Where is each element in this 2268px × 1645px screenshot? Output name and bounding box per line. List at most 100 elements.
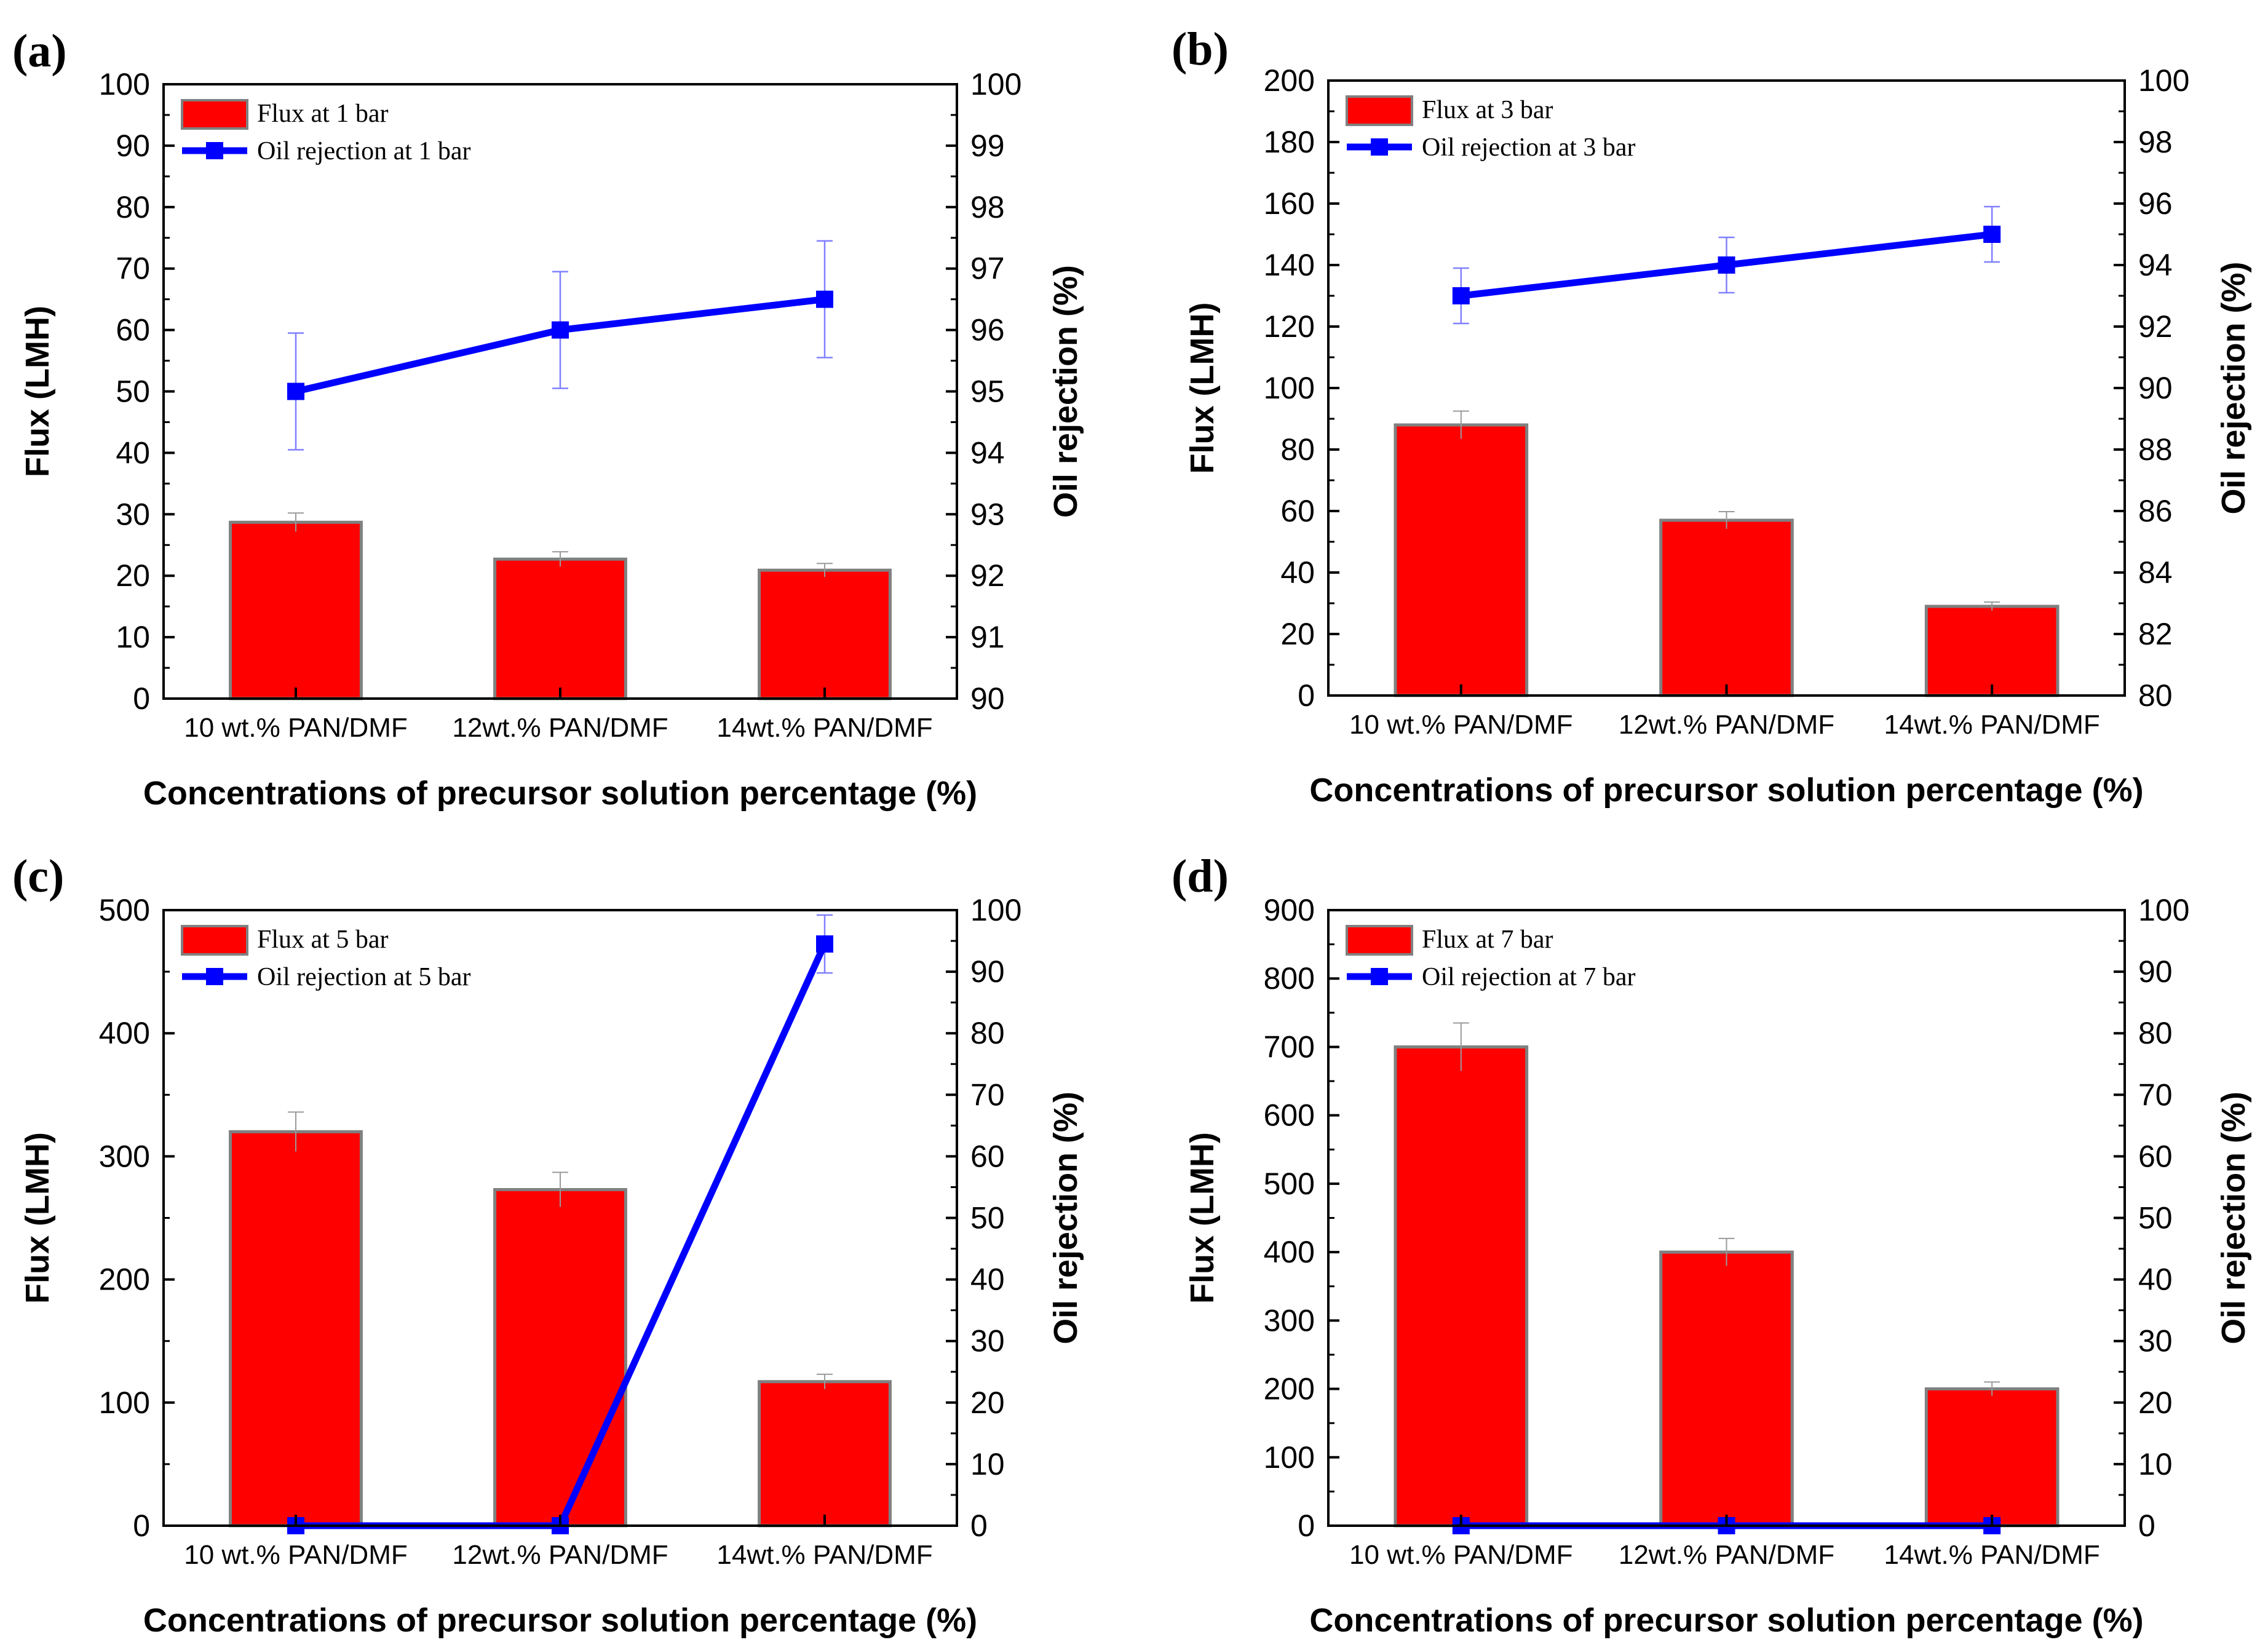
y-tick-label: 200	[99, 1262, 150, 1297]
y2-tick-label: 97	[970, 252, 1005, 286]
legend-label: Oil rejection at 5 bar	[257, 963, 471, 991]
x-tick-label: 10 wt.% PAN/DMF	[184, 713, 407, 743]
y2-tick-label: 80	[2138, 678, 2173, 713]
y-tick-label: 140	[1264, 248, 1315, 282]
bar	[1394, 423, 1529, 697]
y-tick-label: 400	[1264, 1235, 1315, 1269]
y2-tick-label: 80	[970, 1016, 1005, 1050]
y-tick-label: 10	[116, 620, 150, 654]
x-tick-label: 14wt.% PAN/DMF	[1884, 710, 2100, 740]
y-tick-label: 60	[1280, 494, 1315, 528]
y-tick-label: 500	[1264, 1167, 1315, 1201]
y2-tick-label: 70	[2138, 1077, 2173, 1112]
y2-tick-label: 96	[970, 313, 1005, 347]
y2-tick-label: 100	[2138, 63, 2189, 98]
y-tick-label: 30	[116, 497, 150, 531]
panel-label: (c)	[12, 850, 64, 902]
y-tick-label: 200	[1264, 1372, 1315, 1406]
legend-label: Flux at 7 bar	[1422, 926, 1553, 954]
y-tick-label: 50	[116, 375, 150, 409]
series-point	[1718, 256, 1735, 274]
y2-axis-title: Oil rejection (%)	[2215, 261, 2252, 514]
bar	[1659, 518, 1794, 697]
legend-label: Oil rejection at 7 bar	[1422, 963, 1636, 991]
chart-panel-a: (a) 0 10 20 30 40 50 60 70 80 90 100 90 91 92 93 94 95 96 9…	[12, 25, 1084, 812]
y2-tick-label: 50	[2138, 1201, 2173, 1235]
y2-axis-title: Oil rejection (%)	[1047, 1092, 1084, 1344]
y-tick-label: 80	[1280, 432, 1315, 467]
bar	[1659, 1250, 1794, 1528]
chart-panel-d: (d) 0 100 200 300 400 500 600 700 800 900 0 10 20 30 40…	[1172, 850, 2252, 1639]
y-tick-label: 700	[1264, 1029, 1315, 1064]
bar	[1924, 1387, 2060, 1528]
y-tick-label: 500	[99, 893, 150, 927]
x-axis-title: Concentrations of precursor solution per…	[143, 1602, 977, 1639]
y2-tick-label: 90	[970, 681, 1005, 716]
y2-tick-label: 20	[970, 1385, 1005, 1420]
bar	[758, 568, 892, 700]
y-tick-label: 400	[99, 1016, 150, 1050]
y-tick-label: 0	[1298, 678, 1315, 713]
bar	[229, 1130, 363, 1528]
series-point	[552, 321, 569, 339]
legend-label: Flux at 1 bar	[257, 100, 388, 128]
y2-tick-label: 60	[970, 1139, 1005, 1173]
y-axis-title: Flux (LMH)	[19, 1132, 56, 1304]
y2-tick-label: 50	[970, 1201, 1005, 1235]
x-tick-label: 14wt.% PAN/DMF	[1884, 1540, 2100, 1570]
y2-axis-title: Oil rejection (%)	[2215, 1092, 2252, 1344]
y-axis-title: Flux (LMH)	[1184, 1132, 1221, 1304]
x-axis-title: Concentrations of precursor solution per…	[1309, 772, 2143, 809]
y2-tick-label: 0	[970, 1508, 988, 1543]
x-tick-label: 12wt.% PAN/DMF	[452, 1540, 668, 1570]
bar	[229, 520, 363, 700]
y2-tick-label: 99	[970, 129, 1005, 163]
y-tick-label: 100	[99, 1385, 150, 1420]
y2-tick-label: 94	[2138, 248, 2173, 282]
y-tick-label: 300	[1264, 1303, 1315, 1338]
series-point	[1452, 287, 1470, 304]
x-tick-label: 10 wt.% PAN/DMF	[1349, 1540, 1572, 1570]
legend-swatch-bar	[1346, 925, 1413, 956]
y2-tick-label: 100	[970, 893, 1021, 927]
x-tick-label: 14wt.% PAN/DMF	[716, 713, 932, 743]
y2-tick-label: 90	[2138, 954, 2173, 989]
y2-tick-label: 94	[970, 435, 1005, 470]
y2-tick-label: 10	[2138, 1447, 2173, 1481]
y2-tick-label: 60	[2138, 1139, 2173, 1173]
series-point	[816, 935, 833, 953]
chart-panel-c: (c) 0 100 200 300 400 500 0 10 20 30 40 50 60 70 80 90 10…	[12, 850, 1084, 1639]
y2-tick-label: 20	[2138, 1385, 2173, 1420]
panel-label: (b)	[1172, 23, 1229, 75]
y-tick-label: 20	[116, 558, 150, 593]
y-tick-label: 80	[116, 190, 150, 224]
y-tick-label: 100	[1264, 1440, 1315, 1475]
legend-swatch-marker	[206, 968, 223, 985]
y2-tick-label: 10	[970, 1447, 1005, 1481]
y2-tick-label: 91	[970, 620, 1005, 654]
y2-tick-label: 40	[970, 1262, 1005, 1297]
bar	[1924, 604, 2060, 697]
y2-tick-label: 30	[2138, 1324, 2173, 1358]
series-point	[1983, 226, 2001, 243]
y-tick-label: 200	[1264, 63, 1315, 98]
x-tick-label: 12wt.% PAN/DMF	[1619, 1540, 1834, 1570]
y-tick-label: 70	[116, 252, 150, 286]
y-tick-label: 0	[133, 1508, 150, 1543]
y2-tick-label: 0	[2138, 1508, 2155, 1543]
y2-tick-label: 88	[2138, 432, 2173, 467]
y-tick-label: 160	[1264, 186, 1315, 221]
y-tick-label: 600	[1264, 1098, 1315, 1133]
y-tick-label: 0	[1298, 1508, 1315, 1543]
legend-label: Flux at 3 bar	[1422, 96, 1553, 124]
legend-label: Oil rejection at 3 bar	[1422, 133, 1636, 162]
bar	[758, 1380, 892, 1528]
y2-tick-label: 100	[970, 67, 1021, 101]
y2-tick-label: 98	[2138, 125, 2173, 159]
y-tick-label: 120	[1264, 309, 1315, 344]
y2-tick-label: 30	[970, 1324, 1005, 1358]
legend-swatch-marker	[206, 142, 223, 159]
legend-swatch-bar	[181, 99, 248, 130]
y2-tick-label: 70	[970, 1077, 1005, 1112]
